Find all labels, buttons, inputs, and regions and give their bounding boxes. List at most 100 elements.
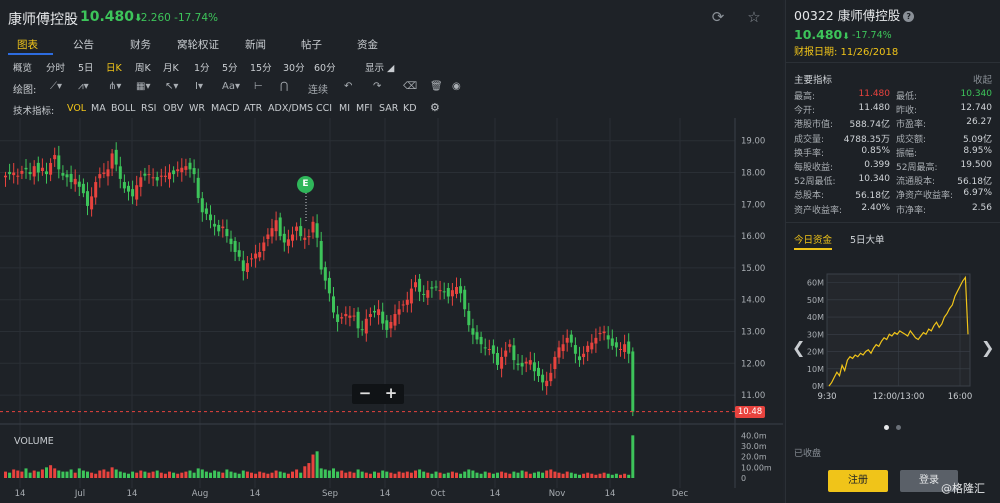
tab-chart[interactable]: 图表 bbox=[17, 39, 38, 51]
candle-body bbox=[512, 345, 516, 361]
candle-body bbox=[184, 166, 188, 170]
candle-body bbox=[229, 238, 233, 245]
redo-icon[interactable]: ↷ bbox=[373, 81, 382, 92]
indicator-macd[interactable]: MACD bbox=[211, 103, 240, 114]
period-1min[interactable]: 1分 bbox=[194, 63, 210, 74]
candle-body bbox=[627, 341, 631, 354]
channel-tool-icon[interactable]: ⩘▾ bbox=[78, 81, 89, 92]
period-weekly[interactable]: 周K bbox=[135, 63, 151, 74]
carousel-dot[interactable] bbox=[896, 425, 901, 430]
candle-body bbox=[319, 241, 323, 270]
candle-body bbox=[151, 177, 155, 179]
period-intraday[interactable]: 分时 bbox=[46, 63, 66, 74]
text-cursor-tool-icon[interactable]: I▾ bbox=[195, 81, 203, 92]
indicator-vol[interactable]: VOL bbox=[67, 103, 87, 114]
tab-warrants[interactable]: 窝轮权证 bbox=[177, 39, 219, 51]
candle-body bbox=[524, 361, 528, 364]
zoom-in-button[interactable]: + bbox=[384, 384, 398, 402]
carousel-dot-active[interactable] bbox=[884, 425, 889, 430]
period-30min[interactable]: 30分 bbox=[283, 63, 305, 74]
indicator-kd[interactable]: KD bbox=[403, 103, 417, 114]
volume-bar bbox=[491, 473, 495, 478]
candle-body bbox=[36, 162, 40, 173]
volume-bar bbox=[573, 473, 577, 478]
indicator-atr[interactable]: ATR bbox=[244, 103, 263, 114]
candle-body bbox=[94, 182, 98, 198]
settings-gear-icon[interactable]: ⚙ bbox=[430, 101, 440, 114]
indicator-cci[interactable]: CCI bbox=[316, 103, 333, 114]
login-button[interactable]: 登录 bbox=[900, 470, 958, 492]
indicator-wr[interactable]: WR bbox=[189, 103, 205, 114]
volume-bar bbox=[303, 466, 307, 478]
help-icon[interactable]: ? bbox=[903, 11, 915, 22]
chevron-right-icon[interactable]: ❯ bbox=[981, 338, 995, 357]
indicator-boll[interactable]: BOLL bbox=[111, 103, 136, 114]
tab-announcements[interactable]: 公告 bbox=[73, 39, 94, 51]
tab-funds[interactable]: 资金 bbox=[357, 39, 378, 51]
volume-bar bbox=[619, 474, 622, 478]
fund-flow-chart: 60M 50M 40M 30M 20M 10M 0M9:30 12:00/13:00 16:00 bbox=[807, 273, 972, 402]
tab-posts[interactable]: 帖子 bbox=[301, 39, 322, 51]
period-15min[interactable]: 15分 bbox=[250, 63, 272, 74]
arrow-tool-icon[interactable]: ↖▾ bbox=[165, 81, 179, 92]
eraser-icon[interactable]: ⌫ bbox=[403, 81, 418, 92]
tab-news[interactable]: 新闻 bbox=[245, 39, 266, 51]
indicator-rsi[interactable]: RSI bbox=[141, 103, 157, 114]
indicator-obv[interactable]: OBV bbox=[163, 103, 184, 114]
star-icon[interactable]: ☆ bbox=[747, 8, 761, 26]
candle-body bbox=[467, 310, 471, 326]
period-60min[interactable]: 60分 bbox=[314, 63, 336, 74]
candle-body bbox=[299, 226, 303, 237]
continuous-toggle[interactable]: 连续 bbox=[308, 85, 328, 96]
period-overview[interactable]: 概览 bbox=[13, 63, 33, 74]
eye-icon[interactable]: ◉ bbox=[452, 81, 461, 92]
volume-bar bbox=[16, 470, 20, 478]
zoom-out-button[interactable]: − bbox=[358, 384, 372, 402]
candle-body bbox=[237, 250, 241, 257]
candle-body bbox=[377, 309, 381, 316]
indicator-sar[interactable]: SAR bbox=[379, 103, 399, 114]
undo-icon[interactable]: ↶ bbox=[344, 81, 353, 92]
volume-bar bbox=[32, 470, 36, 478]
period-5min[interactable]: 5分 bbox=[222, 63, 238, 74]
zoom-controls: − + bbox=[352, 384, 404, 404]
magnet-icon[interactable]: ⋂ bbox=[280, 81, 289, 92]
chevron-left-icon[interactable]: ❮ bbox=[792, 338, 806, 357]
period-daily[interactable]: 日K bbox=[106, 63, 122, 74]
volume-bar bbox=[270, 472, 274, 478]
volume-bar bbox=[520, 470, 524, 478]
tab-today-funds[interactable]: 今日资金 bbox=[794, 235, 833, 246]
indicator-adx[interactable]: ADX/DMS bbox=[268, 103, 314, 114]
tab-5day-big-orders[interactable]: 5日大单 bbox=[850, 235, 885, 246]
candle-body bbox=[619, 348, 622, 350]
volume-bar bbox=[364, 472, 368, 478]
collapse-toggle[interactable]: 收起 bbox=[972, 75, 992, 86]
line-tool-icon[interactable]: ⟋▾ bbox=[50, 81, 63, 92]
volume-bar bbox=[389, 472, 393, 478]
register-button[interactable]: 注册 bbox=[828, 470, 888, 492]
indicator-ma[interactable]: MA bbox=[91, 103, 106, 114]
period-monthly[interactable]: 月K bbox=[163, 63, 179, 74]
price-tick-label: 16.00 bbox=[741, 232, 765, 242]
volume-bar bbox=[528, 473, 532, 478]
trash-icon[interactable]: 🗑 bbox=[430, 81, 443, 92]
event-badge[interactable]: E bbox=[297, 176, 314, 193]
price-chart[interactable]: 19.00 18.00 17.00 16.00 15.00 14.00 13.00 12.00… bbox=[0, 118, 783, 503]
period-5d[interactable]: 5日 bbox=[78, 63, 94, 74]
volume-bar bbox=[286, 473, 290, 478]
metric-label: 振幅: bbox=[896, 148, 918, 159]
indicator-mfi[interactable]: MFI bbox=[356, 103, 373, 114]
volume-bar bbox=[61, 471, 65, 478]
candle-body bbox=[241, 260, 245, 272]
measure-tool-icon[interactable]: ⊢ bbox=[254, 81, 263, 92]
fib-tool-icon[interactable]: ⋔▾ bbox=[108, 81, 122, 92]
indicator-mi[interactable]: MI bbox=[339, 103, 350, 114]
refresh-icon[interactable]: ⟳ bbox=[711, 8, 725, 26]
volume-bar bbox=[69, 469, 73, 478]
tab-financials[interactable]: 财务 bbox=[130, 39, 151, 51]
text-tool-icon[interactable]: Aa▾ bbox=[222, 81, 240, 92]
candle-body bbox=[258, 252, 262, 258]
display-dropdown[interactable]: 显示 ◢ bbox=[365, 60, 394, 74]
candle-body bbox=[168, 172, 171, 180]
grid-tool-icon[interactable]: ▦▾ bbox=[136, 81, 151, 92]
